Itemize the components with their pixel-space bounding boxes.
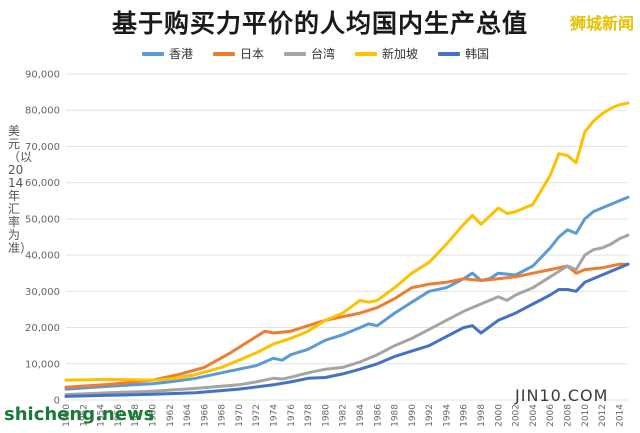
x-tick-label: 1996 <box>460 404 470 427</box>
y-tick-label: 60,000 <box>25 178 60 189</box>
y-tick-label: 90,000 <box>25 70 60 81</box>
x-tick-label: 1952 <box>79 404 89 427</box>
x-tick-labels: 1950 1952 1954 1956 1958 1960 1962 1964 1966 1968… <box>62 404 625 427</box>
x-tick-label: 2010 <box>581 404 591 427</box>
legend-item: 日本 <box>213 45 264 62</box>
x-tick-label: 2008 <box>563 404 573 427</box>
x-tick-label: 2002 <box>512 404 522 427</box>
x-tick-label: 1978 <box>304 404 314 427</box>
x-tick-label: 1984 <box>356 404 366 427</box>
x-tick-label: 1988 <box>391 404 401 427</box>
x-tick-label: 1976 <box>287 404 297 427</box>
x-tick-label: 1970 <box>235 404 245 427</box>
y-axis-label: 美元（以2014年汇率为准） <box>8 124 33 255</box>
x-tick-label: 2000 <box>494 404 504 427</box>
chart-title: 基于购买力平价的人均国内生产总值 <box>111 9 528 38</box>
x-tick-label: 1964 <box>183 404 193 427</box>
x-tick-label: 1958 <box>131 404 141 427</box>
series-line-台湾 <box>64 233 630 397</box>
series-line-韩国 <box>64 262 630 398</box>
legend-item: 台湾 <box>284 45 335 62</box>
legend-item: 香港 <box>142 45 193 62</box>
y-tick-label: 20,000 <box>25 323 60 334</box>
y-tick-label: 80,000 <box>25 106 60 117</box>
y-tick-label: 30,000 <box>25 287 60 298</box>
legend: 香港 日本 台湾 新加坡 韩国 <box>142 45 489 62</box>
x-tick-label: 1992 <box>425 404 435 427</box>
legend-swatch <box>284 51 307 56</box>
x-tick-label: 2014 <box>615 404 625 427</box>
x-tick-label: 1994 <box>442 404 452 427</box>
watermark-jin10: JIN10.COM <box>515 386 609 405</box>
legend-swatch <box>355 51 378 56</box>
x-tick-label: 1986 <box>373 404 383 427</box>
x-tick-label: 1972 <box>252 404 262 427</box>
x-tick-label: 1968 <box>218 404 228 427</box>
y-tick-label: 70,000 <box>25 142 60 153</box>
legend-swatch <box>213 51 236 56</box>
x-tick-label: 1956 <box>114 404 124 427</box>
y-tick-label: 40,000 <box>25 251 60 262</box>
gridlines <box>66 73 628 401</box>
series-line-香港 <box>64 195 630 391</box>
x-tick-label: 1966 <box>200 404 210 427</box>
x-tick-label: 1974 <box>270 404 280 427</box>
legend-item: 韩国 <box>438 45 489 62</box>
y-tick-label: 10,000 <box>25 359 60 370</box>
y-tick-label: 0 <box>54 396 60 407</box>
legend-label: 日本 <box>240 47 265 61</box>
legend-label: 韩国 <box>465 47 490 61</box>
legend-item: 新加坡 <box>355 45 418 62</box>
y-tick-label: 50,000 <box>25 214 60 225</box>
series-lines <box>64 101 630 398</box>
x-tick-label: 2012 <box>598 404 608 427</box>
x-tick-label: 1960 <box>148 404 158 427</box>
x-tick-label: 1982 <box>339 404 349 427</box>
y-tick-labels: 0 10,000 20,000 30,000 40,000 50,000 60,000 70,… <box>25 70 60 407</box>
legend-swatch <box>438 51 461 56</box>
x-tick-label: 1954 <box>97 404 107 427</box>
watermark-shicheng-cn: 狮城新闻 <box>569 14 634 33</box>
x-tick-label: 1990 <box>408 404 418 427</box>
legend-label: 新加坡 <box>382 47 419 61</box>
x-tick-label: 2006 <box>546 404 556 427</box>
legend-label: 香港 <box>169 47 194 61</box>
x-tick-label: 1998 <box>477 404 487 427</box>
legend-label: 台湾 <box>311 47 336 61</box>
legend-swatch <box>142 51 164 56</box>
watermark-shicheng-news: shicheng.news <box>4 404 155 425</box>
x-tick-label: 2004 <box>529 404 539 427</box>
series-line-新加坡 <box>64 101 630 382</box>
x-tick-label: 1980 <box>321 404 331 427</box>
x-tick-label: 1962 <box>166 404 176 427</box>
x-tick-label: 1950 <box>62 404 72 427</box>
